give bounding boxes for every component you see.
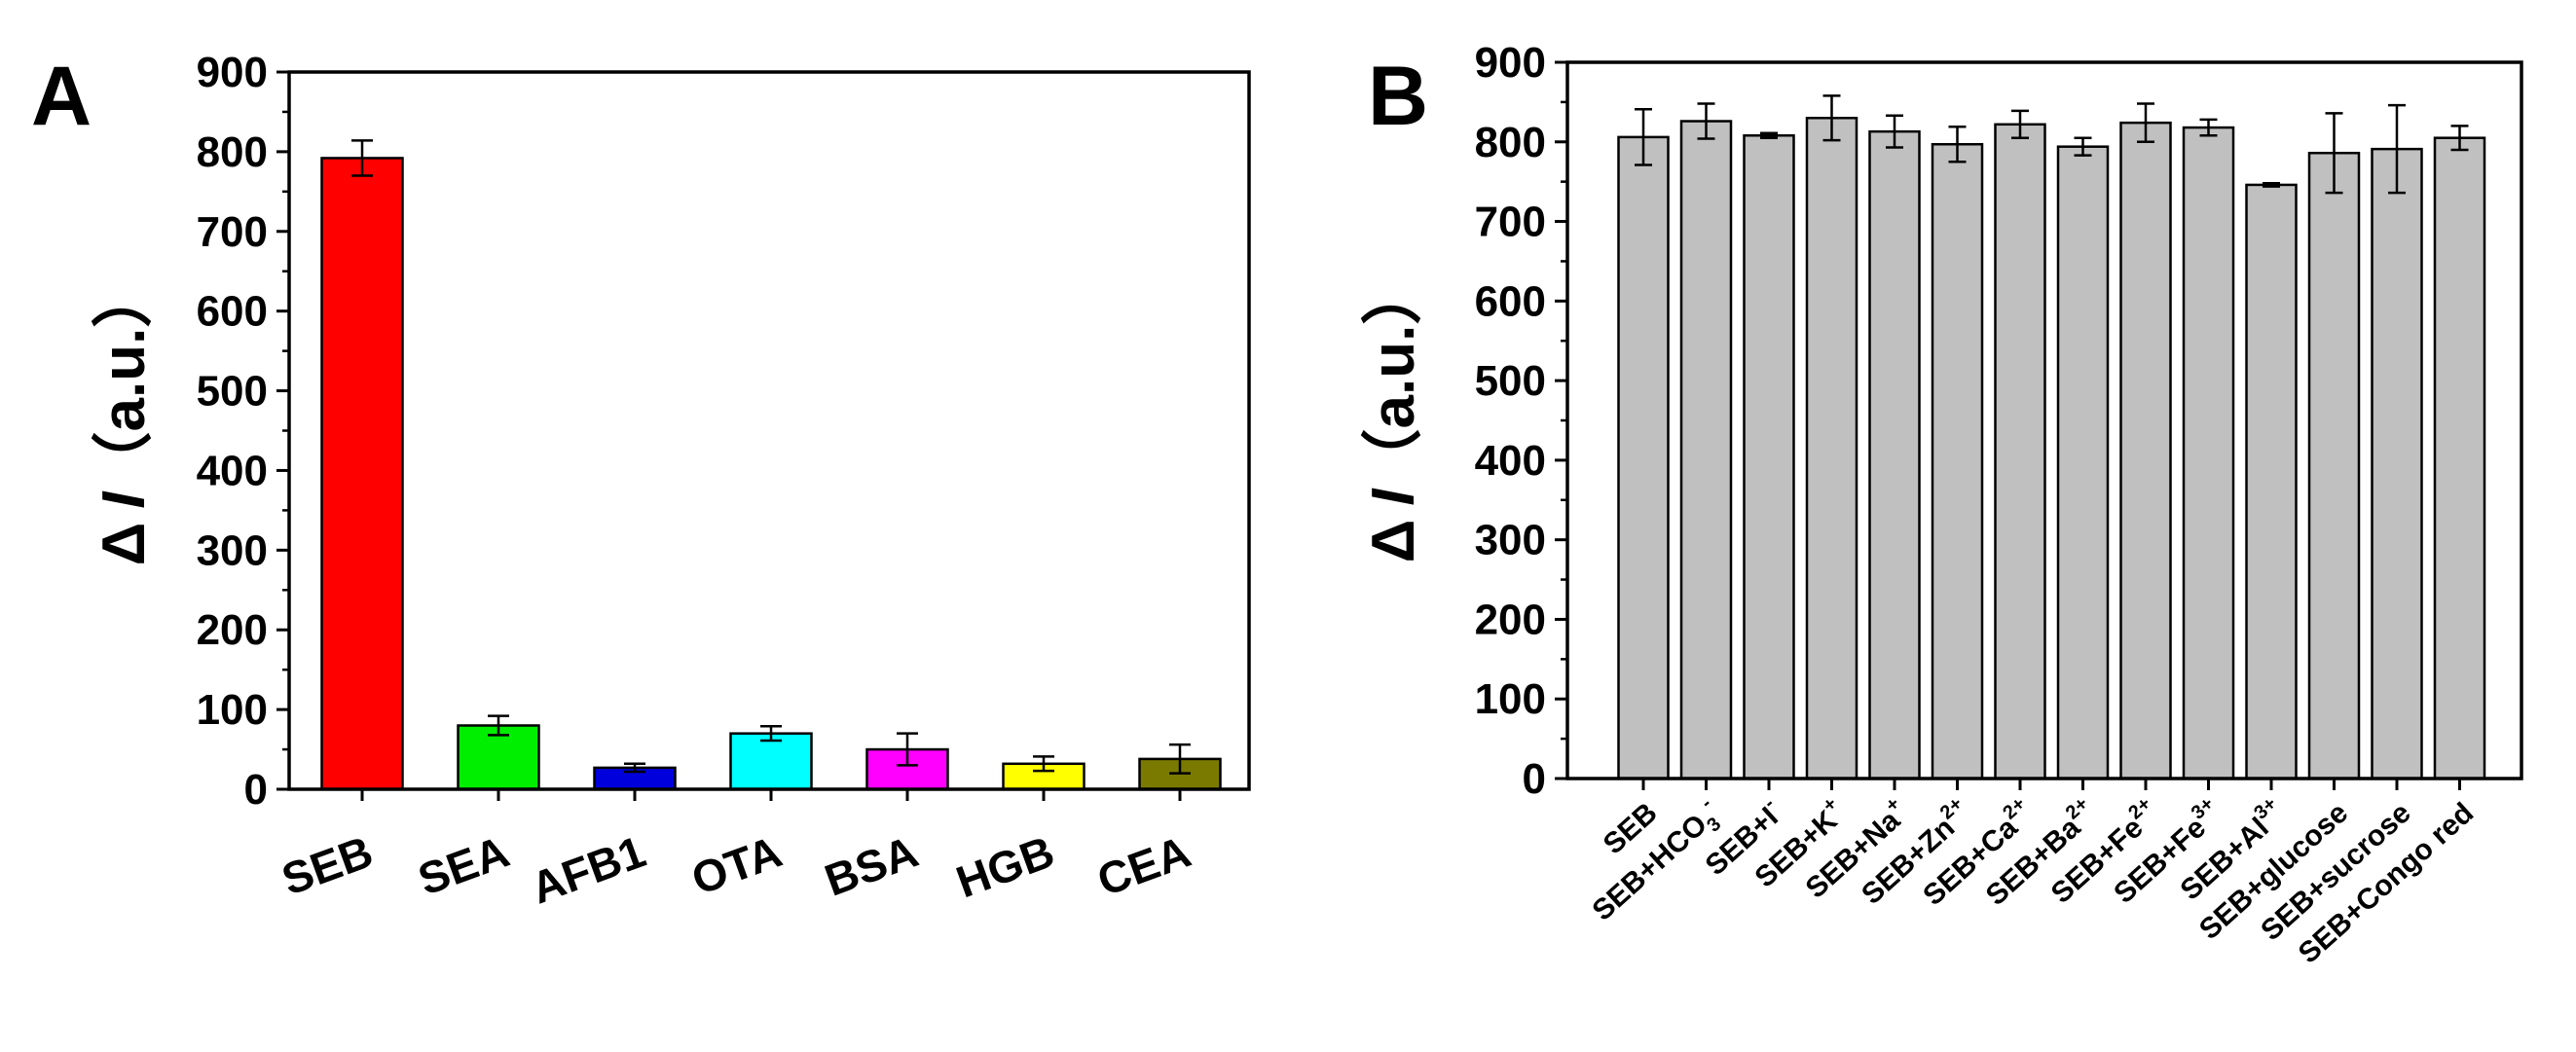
panel-a-category-label: OTA xyxy=(685,826,789,905)
panel-b-error-bar xyxy=(2388,103,2406,195)
panel-a-error-bar xyxy=(1169,743,1191,775)
panel-b-error-bar xyxy=(2011,109,2029,139)
panel-b-y-tick-label: 800 xyxy=(1475,119,1546,166)
panel-a-category-label: BSA xyxy=(818,826,924,906)
panel-a-error-bar xyxy=(760,725,782,743)
panel-b-error-bar xyxy=(2450,125,2469,152)
panel-b-y-tick-label: 100 xyxy=(1475,675,1546,723)
panel-b-bar xyxy=(2182,126,2235,780)
panel-a-chart: A ΔI（a.u.） 0 100 200 300 400 500 600 700 800 900 S… xyxy=(31,49,1251,914)
panel-a-error-bar xyxy=(488,714,509,737)
panel-a-y-tick-label: 100 xyxy=(197,686,268,734)
panel-a-category-label: AFB1 xyxy=(525,826,652,914)
panel-b-bar xyxy=(1679,120,1733,780)
panel-b-bar xyxy=(2245,183,2298,780)
panel-a-category-label: HGB xyxy=(950,826,1061,908)
panel-b-error-bar xyxy=(2074,136,2092,157)
panel-b-y-axis-label-symbol: Δ xyxy=(1360,520,1427,563)
panel-b-error-bar xyxy=(1697,102,1715,140)
panel-a-y-tick-label: 400 xyxy=(197,447,268,494)
panel-b-bar xyxy=(1743,133,1795,780)
panel-a-y-tick-label: 500 xyxy=(197,368,268,416)
panel-b-y-tick-label: 0 xyxy=(1523,755,1546,803)
panel-b-error-bar xyxy=(2325,112,2343,195)
panel-b-y-tick-label: 900 xyxy=(1475,39,1546,87)
panel-b-error-bar xyxy=(1760,131,1778,139)
panel-b-error-bar xyxy=(1886,114,1903,149)
panel-b-letter: B xyxy=(1368,50,1428,143)
panel-a-category-label: SEA xyxy=(412,826,516,905)
panel-b-bar xyxy=(2371,147,2423,780)
panel-a-y-tick-label: 900 xyxy=(197,49,268,96)
panel-b-bar xyxy=(2307,151,2361,780)
panel-a-error-bar xyxy=(351,139,373,177)
panel-b-bar xyxy=(1868,129,1921,780)
panel-b-y-axis-label-var: I xyxy=(1360,488,1427,506)
panel-b-y-tick-label: 600 xyxy=(1475,277,1546,325)
panel-b-error-bar xyxy=(1822,94,1841,142)
panel-b-y-tick-label: 400 xyxy=(1475,437,1546,485)
panel-a-y-tick-label: 200 xyxy=(197,606,268,654)
panel-b-y-axis-label: ΔI（a.u.） xyxy=(1359,265,1427,563)
panel-a-error-bar xyxy=(624,762,645,774)
panel-a-error-bar xyxy=(897,732,918,767)
panel-b-bar xyxy=(2119,121,2172,780)
panel-b-y-tick-label: 500 xyxy=(1475,357,1546,405)
panel-b-error-bar xyxy=(2137,102,2154,144)
panel-a-y-axis-label-symbol: Δ xyxy=(91,523,158,566)
panel-a-category-label: CEA xyxy=(1090,826,1196,906)
panel-b-bar xyxy=(1931,142,1984,780)
panel-b-bar xyxy=(2433,136,2486,780)
panel-a-y-axis-label-unit: （a.u.） xyxy=(90,268,158,492)
panel-b-y-tick-label: 700 xyxy=(1475,199,1546,246)
panel-a-plot-frame xyxy=(287,70,1251,791)
panel-a-y-tick-label: 800 xyxy=(197,128,268,176)
panel-b-bar xyxy=(1994,123,2046,780)
panel-a-y-tick-label: 300 xyxy=(197,526,268,574)
panel-a-category-label: SEB xyxy=(276,826,380,905)
panel-b-y-axis-label-unit: （a.u.） xyxy=(1359,265,1427,490)
panel-a-letter: A xyxy=(31,50,92,143)
panel-a-y-tick-label: 700 xyxy=(197,208,268,256)
panel-b-error-bar xyxy=(1635,107,1652,166)
panel-b-y-tick-label: 300 xyxy=(1475,517,1546,564)
panel-b-error-bar xyxy=(2263,182,2280,188)
panel-a-bar xyxy=(320,157,404,791)
panel-b-chart: B ΔI（a.u.） 0100200300400500600700800900S… xyxy=(1359,39,2523,970)
panel-b-category-label-sup: - xyxy=(1697,793,1716,814)
panel-b-y-tick-label: 200 xyxy=(1475,596,1546,643)
panel-a-error-bar xyxy=(1033,755,1054,773)
panel-a-y-tick-label: 0 xyxy=(244,766,268,814)
panel-b-error-bar xyxy=(2199,118,2218,137)
panel-b-error-bar xyxy=(1948,125,1967,163)
panel-a-y-axis-label-var: I xyxy=(91,490,158,509)
panel-b-bar xyxy=(1617,135,1670,780)
panel-a-y-axis-label: ΔI（a.u.） xyxy=(90,268,158,566)
panel-b-bar xyxy=(1805,116,1858,780)
panel-b-bar xyxy=(2056,145,2110,780)
panel-a-y-tick-label: 600 xyxy=(197,288,268,336)
